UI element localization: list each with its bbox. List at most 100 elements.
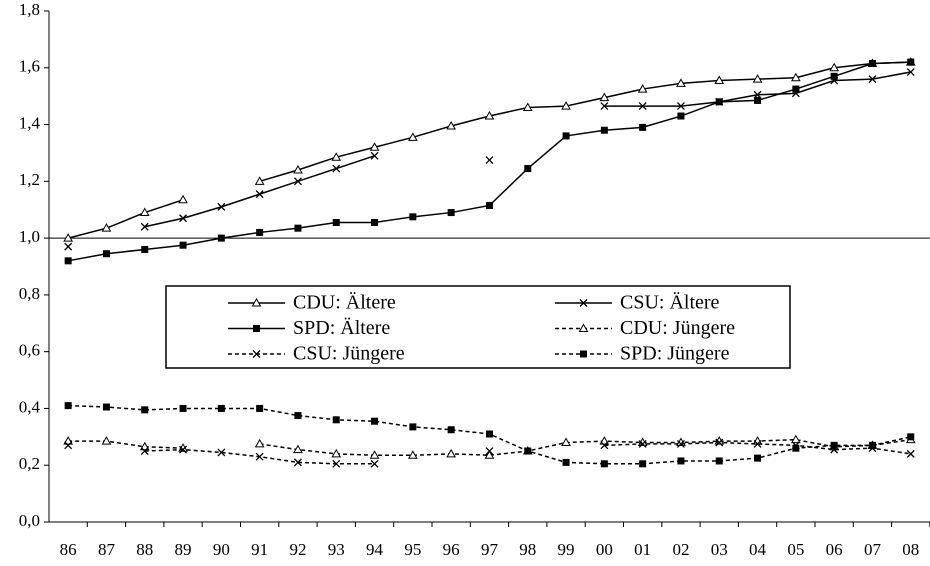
marker — [792, 444, 800, 452]
legend-label: CDU: Ältere — [293, 291, 396, 314]
marker — [790, 434, 801, 444]
y-tick-label: 1,8 — [19, 0, 40, 19]
series-line — [68, 61, 911, 262]
marker — [179, 404, 187, 412]
marker — [179, 445, 188, 454]
marker — [753, 439, 762, 448]
marker — [64, 257, 72, 265]
legend-label: CSU: Ältere — [620, 291, 720, 314]
marker — [101, 223, 112, 232]
x-tick-label: 04 — [749, 540, 767, 559]
y-tick-label: 0,0 — [19, 511, 40, 530]
marker — [790, 72, 801, 82]
marker — [484, 111, 495, 120]
x-tick-label: 95 — [404, 540, 421, 559]
marker — [179, 241, 187, 249]
marker — [446, 120, 457, 130]
marker — [600, 102, 609, 111]
x-tick-label: 99 — [558, 540, 575, 559]
marker — [715, 438, 724, 447]
marker — [64, 242, 73, 251]
x-tick-label: 06 — [826, 540, 843, 559]
marker — [217, 234, 225, 242]
marker — [140, 222, 149, 231]
x-tick-label: 07 — [864, 540, 882, 559]
marker — [484, 450, 495, 459]
marker — [600, 441, 609, 450]
series-line — [144, 71, 911, 228]
marker — [446, 448, 457, 458]
marker — [579, 299, 588, 307]
marker — [907, 58, 915, 66]
marker — [140, 447, 149, 455]
marker — [294, 412, 302, 420]
legend-label: CDU: Jüngere — [620, 317, 735, 339]
marker — [407, 132, 418, 141]
marker — [524, 165, 532, 173]
x-tick-label: 98 — [519, 540, 536, 559]
marker — [447, 209, 455, 217]
marker — [369, 142, 380, 151]
x-tick-label: 92 — [289, 540, 306, 559]
legend-label: SPD: Ältere — [293, 316, 390, 339]
marker — [254, 438, 265, 448]
x-tick-label: 89 — [175, 540, 192, 559]
marker — [562, 458, 570, 466]
legend-label: CSU: Jüngere — [293, 343, 405, 365]
marker — [868, 441, 876, 449]
marker — [332, 416, 340, 424]
x-tick-label: 01 — [634, 540, 651, 559]
marker — [561, 437, 571, 447]
marker — [561, 101, 571, 110]
x-tick-label: 91 — [251, 540, 268, 559]
x-tick-label: 00 — [596, 540, 613, 559]
marker — [485, 201, 493, 209]
marker — [485, 447, 494, 455]
marker — [293, 164, 303, 174]
x-tick-label: 87 — [98, 540, 116, 559]
marker — [64, 402, 72, 410]
x-tick-label: 08 — [902, 540, 919, 559]
marker — [485, 156, 494, 165]
marker — [637, 84, 648, 93]
x-tick-label: 88 — [136, 540, 153, 559]
marker — [179, 214, 188, 223]
marker — [578, 323, 589, 332]
legend: CDU: Ältere CSU: Ältere SPD: Ältere CDU: Jü… — [165, 285, 791, 369]
marker — [256, 228, 264, 236]
marker — [715, 98, 723, 106]
y-tick-label: 0,8 — [19, 284, 40, 303]
marker — [102, 250, 110, 258]
marker — [293, 458, 302, 467]
marker — [178, 194, 188, 204]
marker — [101, 436, 112, 445]
x-tick-label: 05 — [787, 540, 804, 559]
marker — [217, 202, 226, 211]
marker — [752, 74, 763, 83]
marker — [256, 404, 264, 412]
marker — [409, 423, 417, 431]
marker — [792, 85, 800, 93]
marker — [102, 403, 110, 411]
marker — [369, 450, 380, 459]
marker — [906, 449, 915, 458]
marker — [331, 152, 342, 161]
marker — [580, 350, 587, 358]
y-tick-label: 1,6 — [19, 57, 40, 76]
marker — [331, 448, 342, 458]
marker — [524, 447, 532, 455]
marker — [715, 457, 723, 465]
marker — [217, 448, 226, 457]
marker — [255, 190, 264, 199]
x-tick-label: 93 — [328, 540, 345, 559]
y-tick-label: 0,4 — [19, 397, 41, 416]
marker — [676, 102, 685, 111]
marker — [409, 213, 417, 221]
marker — [676, 439, 685, 448]
marker — [829, 62, 840, 72]
marker — [293, 177, 302, 186]
marker — [830, 441, 838, 449]
marker — [639, 123, 647, 131]
legend-label: SPD: Jüngere — [620, 343, 730, 365]
